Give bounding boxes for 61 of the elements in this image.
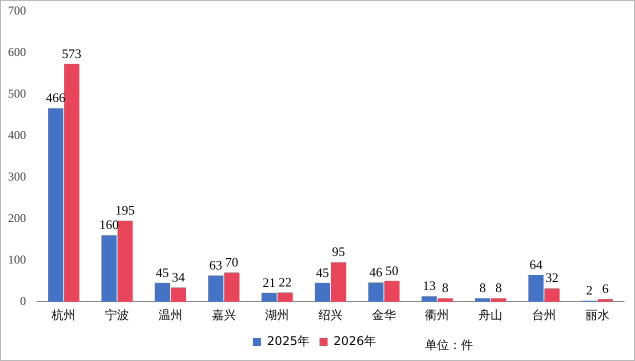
- x-tick-label: 衢州: [425, 308, 450, 322]
- y-tick-label: 600: [8, 44, 26, 59]
- y-tick-label: 400: [8, 128, 26, 142]
- data-label: 32: [545, 270, 558, 286]
- y-tick-label: 500: [8, 86, 26, 100]
- x-tick-label: 丽水: [585, 308, 610, 322]
- x-tick-label: 杭州: [50, 308, 76, 322]
- bar: [422, 296, 437, 302]
- data-label: 6: [602, 281, 610, 296]
- x-tick-label: 金华: [372, 308, 396, 322]
- y-tick-label: 200: [8, 210, 26, 225]
- data-label: 45: [156, 264, 169, 280]
- bar: [224, 272, 240, 302]
- x-tick-label: 嘉兴: [212, 308, 236, 322]
- x-tick-label: 湖州: [265, 308, 290, 322]
- data-label: 8: [495, 280, 502, 296]
- data-label: 8: [479, 280, 486, 296]
- bar: [208, 275, 224, 302]
- text: 单位：件: [425, 338, 474, 352]
- bar: [117, 220, 133, 302]
- data-label: 8: [442, 280, 448, 296]
- bar: [154, 282, 170, 302]
- data-label: 46: [369, 264, 383, 280]
- bar: [101, 235, 117, 302]
- bar: [368, 282, 384, 302]
- bar: [48, 108, 64, 302]
- bar: [314, 282, 330, 302]
- data-label: 13: [422, 278, 436, 294]
- y-tick-label: 300: [8, 169, 26, 184]
- data-label: 63: [209, 257, 222, 272]
- bar: [384, 280, 400, 302]
- data-label: 22: [278, 274, 292, 290]
- bar: [262, 292, 277, 302]
- y-tick-label: 0: [20, 294, 26, 308]
- x-tick-label: 温州: [158, 308, 182, 322]
- bar: [438, 298, 453, 302]
- bar: [544, 288, 560, 302]
- data-label: 64: [529, 256, 543, 272]
- x-tick-label: 绍兴: [318, 308, 342, 322]
- data-label: 50: [385, 262, 398, 278]
- data-label: 45: [316, 264, 329, 280]
- x-tick-label: 台州: [532, 308, 556, 322]
- data-label: 2: [586, 282, 593, 298]
- legend-label: 2025年: [266, 334, 310, 348]
- y-tick-label: 700: [8, 3, 26, 18]
- data-label: 573: [62, 46, 82, 61]
- data-label: 34: [172, 269, 186, 284]
- bar: [598, 299, 613, 302]
- legend-label: 2026年: [334, 334, 376, 348]
- data-label: 95: [332, 244, 346, 260]
- data-label: 21: [262, 274, 276, 290]
- bar: [528, 275, 544, 302]
- bar: [170, 287, 186, 302]
- x-tick-label: 舟山: [478, 308, 503, 322]
- data-label: 70: [225, 254, 238, 270]
- bar: [278, 292, 293, 302]
- y-tick-label: 100: [8, 252, 26, 266]
- bar: [64, 64, 80, 302]
- bar: [330, 262, 346, 302]
- x-tick-label: 宁波: [105, 308, 130, 322]
- data-label: 195: [115, 202, 135, 218]
